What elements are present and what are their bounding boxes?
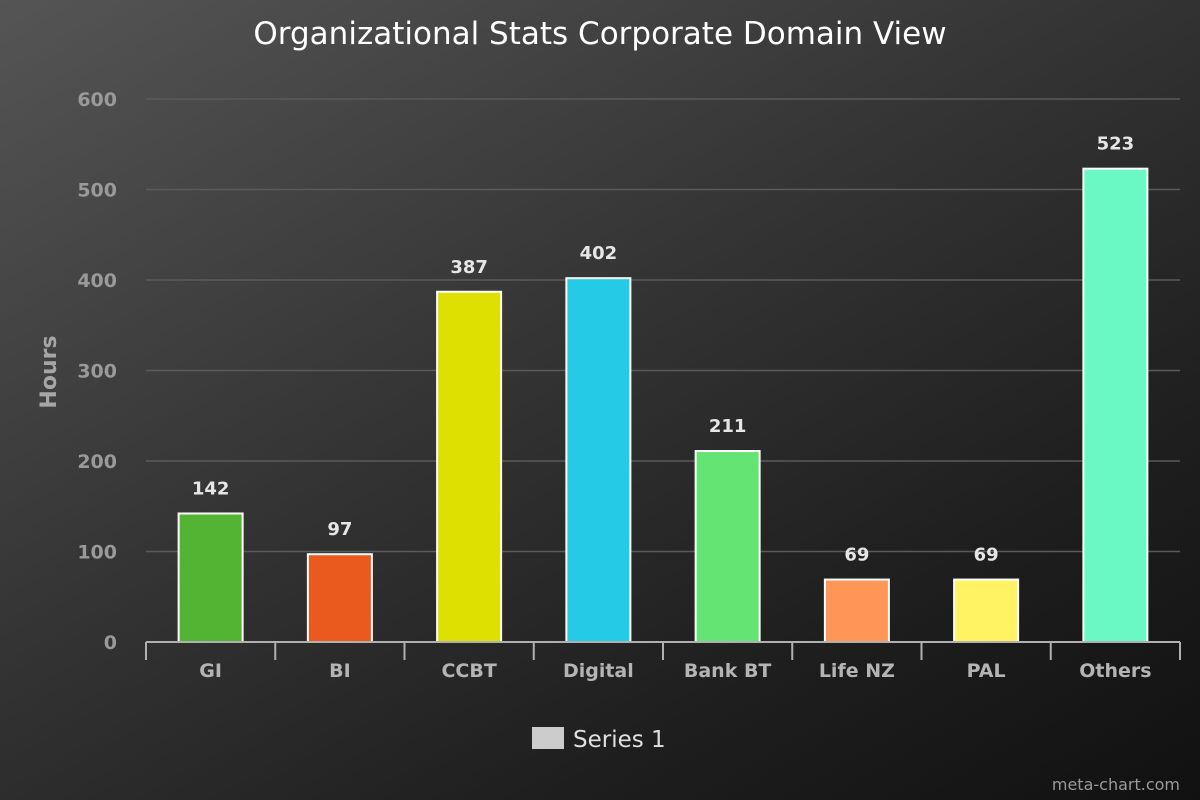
x-tick-label: Life NZ — [819, 660, 895, 682]
data-labels: 142 97 387 402 211 69 69 523 — [192, 134, 1134, 566]
y-tick-label: 100 — [77, 542, 117, 564]
bar-bank-bt[interactable] — [694, 450, 761, 644]
chart-title: Organizational Stats Corporate Domain Vi… — [253, 16, 946, 52]
y-tick-label: 0 — [104, 632, 117, 654]
data-label: 387 — [450, 257, 488, 278]
legend-swatch — [532, 727, 564, 749]
x-tick-label: BI — [329, 660, 351, 682]
data-label: 211 — [709, 416, 747, 437]
x-tick-label: Others — [1079, 660, 1151, 682]
data-label: 402 — [580, 243, 618, 264]
x-axis — [145, 641, 1181, 660]
bar-digital[interactable] — [565, 277, 632, 643]
x-tick-label: PAL — [967, 660, 1006, 682]
bar-life-nz[interactable] — [823, 578, 890, 643]
y-axis-label: Hours — [37, 335, 62, 408]
y-tick-label: 200 — [77, 451, 117, 473]
x-axis-ticks: GI BI CCBT Digital Bank BT Life NZ PAL Others — [199, 660, 1151, 682]
bar-pal[interactable] — [953, 578, 1020, 643]
data-label: 523 — [1097, 134, 1135, 155]
bar-gi[interactable] — [177, 512, 244, 643]
y-tick-label: 500 — [77, 180, 117, 202]
legend-series-label: Series 1 — [573, 727, 666, 753]
gridlines — [146, 98, 1180, 553]
y-tick-label: 300 — [77, 361, 117, 383]
y-tick-label: 400 — [77, 270, 117, 292]
y-axis-ticks: 0 100 200 300 400 500 600 — [77, 89, 117, 654]
bar-others[interactable] — [1082, 167, 1149, 643]
x-tick-label: Digital — [563, 660, 634, 682]
data-label: 97 — [327, 519, 352, 540]
bar-bi[interactable] — [306, 553, 373, 644]
data-label: 69 — [974, 545, 999, 566]
bars — [177, 167, 1149, 644]
legend[interactable]: Series 1 — [532, 727, 666, 753]
x-tick-label: CCBT — [441, 660, 496, 682]
bar-ccbt[interactable] — [436, 290, 503, 643]
data-label: 69 — [844, 545, 869, 566]
credit-text: meta-chart.com — [1052, 775, 1180, 794]
data-label: 142 — [192, 478, 230, 499]
y-tick-label: 600 — [77, 89, 117, 111]
x-tick-label: GI — [199, 660, 222, 682]
x-tick-label: Bank BT — [684, 660, 772, 682]
